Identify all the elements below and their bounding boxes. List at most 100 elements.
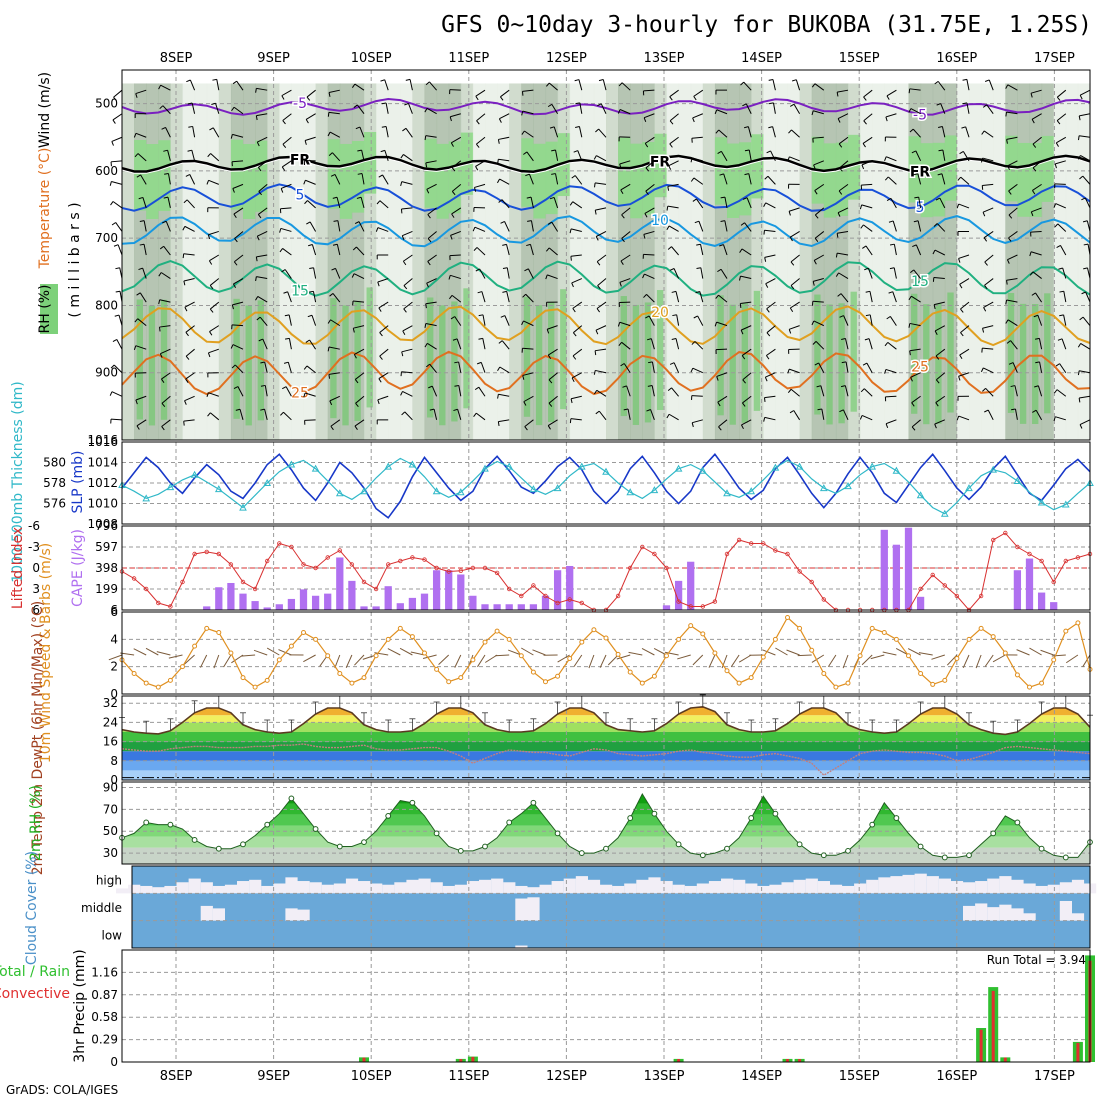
wind-barb-flag xyxy=(280,188,284,193)
thickness-marker xyxy=(166,483,175,491)
wind-barb-flag xyxy=(134,318,139,323)
thickness-marker xyxy=(142,494,151,502)
wind-barb xyxy=(982,183,994,186)
wind-barb-flag xyxy=(690,157,693,163)
wind-barb-flag xyxy=(282,143,287,149)
x-tick-label-bottom: 14SEP xyxy=(741,1069,782,1084)
y-label-wind10m: 10m Wind Speed & Barbs (m/s) xyxy=(38,543,54,763)
wind-barb xyxy=(256,113,268,117)
rh-moist-shade xyxy=(935,303,942,424)
temp-band xyxy=(122,770,1090,780)
wind-barb-flag xyxy=(185,174,191,177)
precip-legend-total: Total / Rain xyxy=(0,964,70,980)
wind-barb xyxy=(700,244,704,256)
wind-barb xyxy=(958,254,970,259)
wind-barb xyxy=(723,173,728,185)
cloud-high-bar xyxy=(757,885,770,894)
rh-moist-shade xyxy=(1032,304,1039,425)
thickness-marker xyxy=(698,466,707,474)
wind-barb-flag xyxy=(352,246,357,251)
wind-barb-flag xyxy=(309,290,314,293)
wind-barb-flag xyxy=(645,190,649,195)
wind-barb xyxy=(403,301,413,310)
li-marker xyxy=(930,572,935,578)
wind-barb xyxy=(887,341,897,350)
rh-legend-swatch xyxy=(40,284,58,334)
rh-shade xyxy=(279,83,292,441)
wind-barb xyxy=(504,221,510,232)
cloud-high-bar xyxy=(890,876,903,894)
wind-barb xyxy=(1006,299,1018,303)
wind-barb xyxy=(812,300,824,303)
rh-moist-shade xyxy=(823,143,837,218)
cloud-high-bar xyxy=(733,879,746,894)
wind10m-barb xyxy=(786,649,800,656)
rh-moist-shade xyxy=(257,300,264,421)
rh-shade xyxy=(593,83,607,441)
wind-barb xyxy=(668,413,679,421)
wind-barb xyxy=(354,419,365,427)
wind-barb-flag xyxy=(235,408,241,411)
wind-barb-flag xyxy=(401,235,405,240)
wind-barb xyxy=(281,160,292,168)
wind-barb xyxy=(523,320,534,327)
wind-barb xyxy=(917,220,922,232)
wind-barb xyxy=(651,361,655,373)
wind-barb xyxy=(547,325,558,330)
wind10m-marker xyxy=(821,671,827,676)
precip-conv-bar xyxy=(677,1059,681,1062)
wind10m-barb xyxy=(410,651,425,656)
wind-barb xyxy=(216,79,220,91)
wind-barb-flag xyxy=(188,125,193,128)
cape-bar xyxy=(203,606,211,610)
rh-marker xyxy=(627,815,634,821)
rh-marker xyxy=(796,841,803,848)
wind-barb xyxy=(311,315,317,326)
cloud-high-bar xyxy=(491,878,504,894)
wind-barb xyxy=(838,272,849,279)
wind-barb-flag xyxy=(258,191,262,196)
wind-barb-flag xyxy=(594,182,596,188)
wind10m-barb xyxy=(399,647,413,656)
wind10m-barb xyxy=(303,654,316,663)
y-label-thickness: 1000-500mb Thickness (dm) xyxy=(10,381,26,582)
wind-barb xyxy=(210,153,220,162)
isotherm-FR xyxy=(121,154,1091,174)
wind-barb xyxy=(377,395,389,401)
wind-barb xyxy=(866,362,873,373)
cloud-high-bar xyxy=(309,882,322,894)
wind-barb-flag xyxy=(1077,370,1080,376)
wind-barb xyxy=(982,347,994,350)
wind10m-marker xyxy=(978,625,984,631)
wind-barb-flag xyxy=(717,150,722,155)
wind10m-marker xyxy=(954,655,960,661)
rh-moist-shade xyxy=(920,143,934,218)
wind-barb xyxy=(572,348,583,357)
wind10m-marker xyxy=(893,636,899,642)
y-label-slp: SLP (mb) xyxy=(70,450,86,513)
wind-barb-flag xyxy=(596,261,601,266)
wind-barb xyxy=(913,269,921,279)
wind-barb xyxy=(305,179,316,185)
wind10m-marker xyxy=(288,643,294,649)
wind-barb xyxy=(813,254,825,261)
wind-barb xyxy=(790,301,800,309)
wind-barb xyxy=(309,221,317,232)
wind-barb xyxy=(280,227,292,232)
wind-barb-flag xyxy=(982,328,985,333)
wind-barb xyxy=(699,291,704,303)
cloud-high-bar xyxy=(249,879,262,894)
li-marker xyxy=(918,586,923,592)
wind-barb-flag xyxy=(958,376,961,381)
wind-barb xyxy=(700,267,704,279)
wind-barb-flag xyxy=(692,198,697,202)
wind-barb xyxy=(741,419,752,426)
wind-barb xyxy=(935,348,946,357)
wind10m-barb xyxy=(616,654,631,660)
wind-barb xyxy=(185,348,195,357)
wind-barb-flag xyxy=(571,282,574,288)
wind-barb xyxy=(548,247,558,256)
wind-barb xyxy=(667,205,679,209)
wind-barb-flag xyxy=(209,331,213,336)
cloud-high-bar xyxy=(1023,883,1036,894)
